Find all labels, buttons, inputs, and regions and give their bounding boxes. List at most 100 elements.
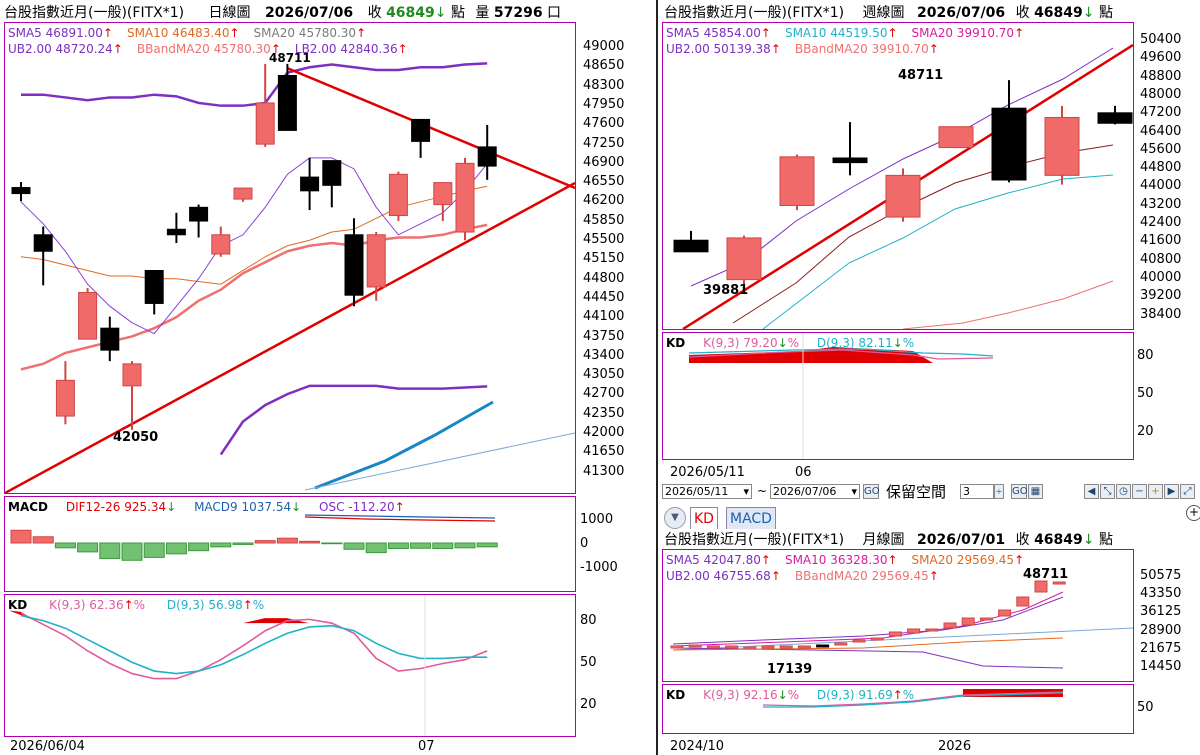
price-tick: 46400 [1140,123,1182,139]
sma-very-long-line [304,432,575,491]
bollinger-middle-line [20,223,488,371]
kd-title: KD [666,336,686,350]
zoom-fit-icon[interactable]: ⤡ [1100,484,1115,499]
candle-body [688,644,702,648]
legend-value: LB2.00 42840.36 [294,42,398,56]
legend-value: SMA10 36328.30 [784,553,888,567]
date-from-select[interactable]: 2026/05/11 ▾ [662,484,752,499]
legend-value: UB2.00 46755.68 [666,569,771,583]
volume-unit: 口 [547,5,562,21]
scroll-left-icon[interactable]: ◀ [1084,484,1099,499]
price-tick: 43400 [583,347,625,363]
plus-icon[interactable]: + [1148,484,1163,499]
add-panel-icon[interactable]: + [1186,505,1200,521]
daily-price-panel[interactable]: 48711 42050 SMA5 46891.00↑ SMA10 46483.40↑… [4,22,576,494]
candle-body [144,269,164,304]
candle-body [100,327,120,351]
go-button[interactable]: GO [863,484,880,499]
monthly-kd-panel[interactable]: KD K(9,3) 92.16↓% D(9,3) 91.69↑% [662,684,1134,734]
kd-d-down-arrow-icon: ↓ [892,336,903,350]
date-to-select[interactable]: 2026/07/06 ▾ [770,484,860,499]
minus-icon[interactable]: − [1132,484,1147,499]
monthly-price-panel[interactable]: 48711 17139 SMA5 42047.80↑ SMA10 36328.30↑… [662,549,1134,682]
kd-d-up-arrow-icon: ↑ [892,688,903,702]
candle-body [166,228,186,236]
daily-macd-panel[interactable]: MACD DIF12-26 925.34↓ MACD9 1037.54↓ OSC… [4,496,576,592]
k-line [762,691,1064,707]
calendar-icon[interactable]: ▦ [1028,484,1043,499]
clock-icon[interactable]: ◷ [1116,484,1131,499]
go-button-2[interactable]: GO [1011,484,1028,499]
kd-k-down-arrow-icon: ↓ [777,336,788,350]
monthly-chart-header: 台股指數近月(一般)(FITX*1) 月線圖 2026/07/01 收 4684… [664,529,1113,549]
candle-body [779,645,793,649]
keep-space-input[interactable]: 3 [960,484,994,499]
price-tick: 45150 [583,251,625,267]
legend-value: SMA5 42047.80 [666,553,761,567]
monthly-kd-chart [762,689,1064,708]
kd-tick: 20 [1137,424,1154,439]
up-arrow-icon: ↑ [760,26,771,40]
candle-body [78,291,98,340]
macd-bar [254,540,276,544]
tab-kd[interactable]: KD [690,507,718,529]
candle-body [938,126,974,149]
price-tick: 40000 [1140,269,1182,285]
candle-body [761,645,775,649]
weekly-price-panel[interactable]: 48711 39881 SMA5 45854.00↑ SMA10 44519.50↑… [662,22,1134,330]
kd-k-value: K(9,3) 79.20 [703,336,778,350]
period-label: 月線圖 [862,532,905,548]
price-tick: 48300 [583,77,625,93]
macd-bar [99,542,121,560]
macd-tick: 1000 [580,512,614,527]
macd-bar [165,542,187,555]
kd-overbought-fill [9,610,35,621]
collapse-icon[interactable]: ▼ [664,507,686,529]
candle-body [411,118,431,142]
macd-bar [143,542,165,558]
tab-macd[interactable]: MACD [726,507,776,529]
kd-k-up-arrow-icon: ↑ [123,598,134,612]
close-value: 46849 [386,5,435,21]
pane-divider[interactable] [656,0,658,755]
candle-body [673,239,709,253]
support-trendline [5,181,575,493]
volume-value: 57296 [493,5,543,21]
daily-price-chart: 48711 42050 [5,51,575,493]
price-tick: 47250 [583,135,625,151]
price-tick: 43350 [1140,586,1182,602]
up-arrow-icon: ↑ [112,42,123,56]
x-date-month: 06 [795,465,812,480]
spinner-icon[interactable]: ÷ [994,484,1004,499]
candle-body [943,622,957,629]
d-line [20,614,488,675]
candle-body [122,363,142,387]
expand-icon[interactable]: ⤢ [1180,484,1195,499]
candle-body [33,234,53,252]
up-arrow-icon: ↑ [229,26,240,40]
symbol-name: 台股指數近月(一般)(FITX*1) [4,5,185,21]
daily-kd-panel[interactable]: KD K(9,3) 62.36↑% D(9,3) 56.98↑% [4,594,576,737]
monthly-price-chart: 48711 17139 [670,567,1133,677]
k-line [20,612,488,680]
candle-body [255,102,275,145]
kd-tick: 50 [1137,386,1154,401]
daily-legend-row2: UB2.00 48720.24↑ BBandMA20 45780.30↑ LB2.0… [8,42,422,56]
volume-label: 量 [475,5,490,21]
date-from-value: 2026/05/11 [665,485,729,498]
kd-tick: 20 [580,697,597,712]
kd-k-pct: % [787,336,800,350]
up-arrow-icon: ↑ [102,26,113,40]
x-date-year: 2026 [938,739,972,754]
price-tick: 45600 [1140,141,1182,157]
legend-item: UB2.00 46755.68↑ [666,569,781,583]
price-tick: 41300 [583,463,625,479]
resistance-trendline [286,66,575,190]
price-tick: 21675 [1140,640,1182,656]
scroll-right-icon[interactable]: ▶ [1164,484,1179,499]
legend-value: BBandMA20 29569.45 [794,569,929,583]
legend-item: SMA10 44519.50↑ [785,26,898,40]
weekly-kd-panel[interactable]: KD K(9,3) 79.20↓% D(9,3) 82.11↓% [662,332,1134,460]
macd-bar [210,542,232,548]
legend-item: BBandMA20 45780.30↑ [137,42,281,56]
